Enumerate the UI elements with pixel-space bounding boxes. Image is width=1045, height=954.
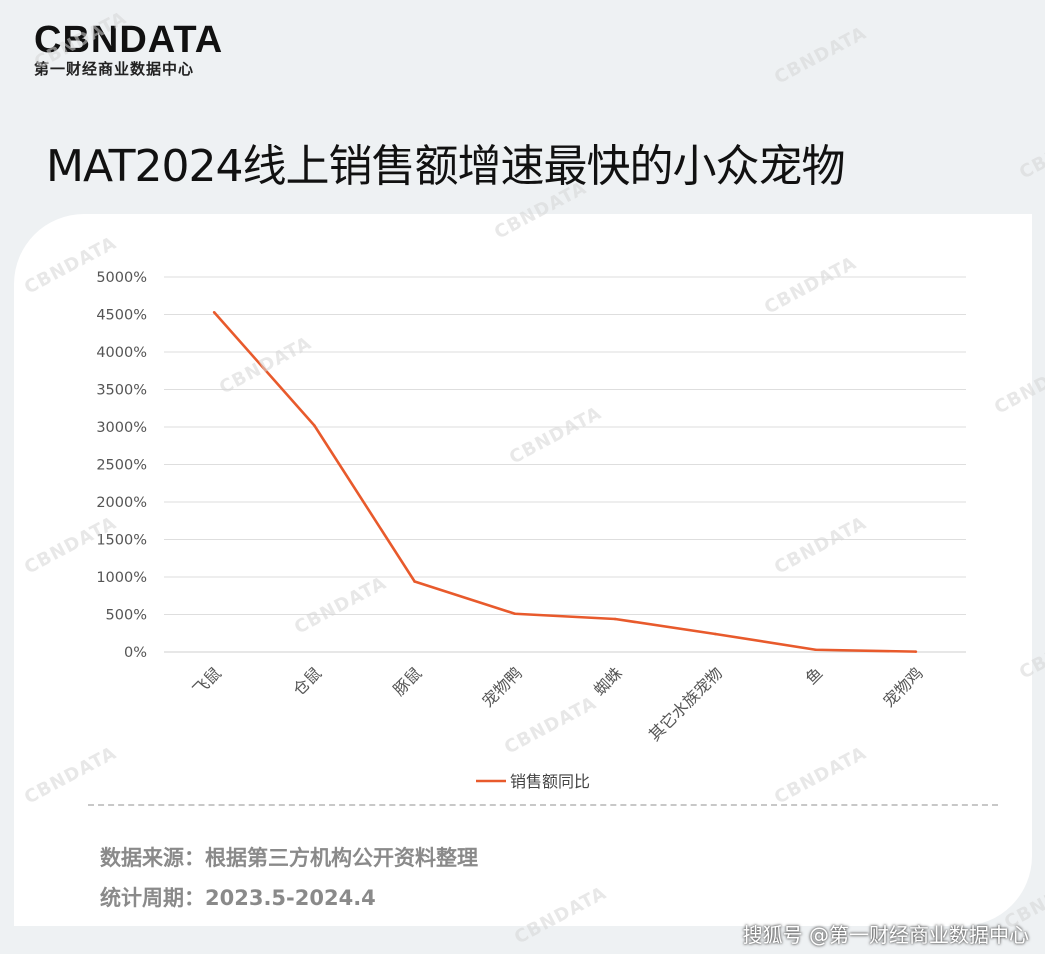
y-tick-label: 4500% (96, 308, 147, 324)
y-tick-label: 2000% (96, 495, 147, 511)
watermark-text: CBNDATA (770, 22, 871, 89)
x-tick-label: 宠物鸭 (478, 663, 525, 710)
y-tick-label: 4000% (96, 345, 147, 361)
brand-logo: CBNDATA 第一财经商业数据中心 (34, 20, 228, 79)
data-point (814, 648, 817, 652)
x-tick-label: 蜘蛛 (590, 663, 626, 699)
y-tick-label: 2500% (96, 458, 147, 474)
y-tick-label: 5000% (96, 270, 147, 286)
data-source: 数据来源：根据第三方机构公开资料整理 (100, 846, 478, 870)
x-tick-label: 仓鼠 (289, 663, 325, 699)
x-tick-label: 其它水族宠物 (645, 663, 726, 744)
y-tick-label: 3000% (96, 420, 147, 436)
page-title: MAT2024线上销售额增速最快的小众宠物 (46, 141, 845, 192)
divider (88, 804, 998, 806)
x-tick-label: 豚鼠 (389, 663, 425, 699)
x-tick-label: 鱼 (802, 663, 827, 688)
data-point (212, 310, 216, 314)
data-point (714, 632, 717, 636)
x-tick-label: 宠物鸡 (879, 663, 926, 710)
line-chart: 0% 500% 1000% 1500% 2000% 2500% 3000% 3500% 4000… (96, 270, 966, 791)
y-tick-label: 3500% (96, 383, 147, 399)
data-point (513, 612, 517, 616)
footer-watermark: 搜狐号 @第一财经商业数据中心 (742, 923, 1029, 947)
cbndata-logo-icon: CBNDATA (34, 20, 228, 56)
legend-label: 销售额同比 (510, 772, 590, 791)
watermark-text: CBNDATA (1015, 117, 1045, 184)
y-tick-label: 1500% (96, 533, 147, 549)
logo-text: CBNDATA (34, 20, 223, 56)
stat-period: 统计周期：2023.5-2024.4 (100, 886, 376, 910)
data-point (413, 580, 416, 583)
chart-card: 0% 500% 1000% 1500% 2000% 2500% 3000% 3500% 4000… (14, 214, 1032, 926)
y-tick-label: 1000% (96, 570, 147, 586)
y-tick-label: 500% (106, 608, 147, 624)
series-line (213, 311, 916, 653)
data-point (313, 424, 316, 427)
data-point (613, 617, 617, 621)
x-tick-label: 飞鼠 (189, 663, 225, 699)
y-tick-label: 0% (124, 645, 147, 661)
data-point (914, 650, 918, 653)
brand-subtitle: 第一财经商业数据中心 (34, 60, 195, 78)
